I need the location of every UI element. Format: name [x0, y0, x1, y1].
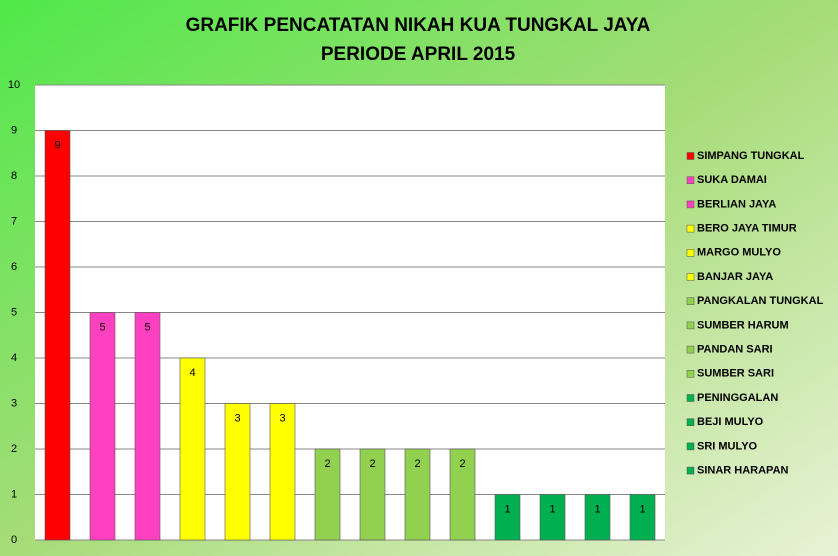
bar [449, 448, 476, 541]
data-label: 1 [549, 503, 555, 515]
data-label: 5 [144, 321, 150, 333]
legend-swatch [686, 224, 695, 233]
data-label: 2 [459, 458, 465, 470]
data-label: 2 [369, 458, 375, 470]
legend-swatch [686, 273, 695, 281]
y-tick-label: 9 [11, 124, 17, 136]
legend-label: PENINGGALAN [697, 392, 778, 404]
bar [269, 403, 296, 541]
bar [134, 312, 161, 541]
legend-swatch [686, 466, 695, 475]
data-label: 5 [99, 321, 105, 333]
bar [539, 494, 566, 541]
legend-label: SIMPANG TUNGKAL [697, 150, 805, 162]
legend-label: SUMBER HARUM [697, 319, 789, 331]
data-label: 1 [639, 503, 645, 515]
legend-label: BEJI MULYO [697, 416, 764, 428]
legend-swatch [686, 321, 695, 330]
bar [224, 403, 251, 541]
bar [359, 448, 386, 541]
legend-label: MARGO MULYO [697, 247, 781, 259]
y-tick-label: 6 [11, 261, 17, 273]
legend-swatch [686, 418, 695, 426]
legend-swatch [686, 297, 695, 305]
legend-label: BERLIAN JAYA [697, 198, 776, 210]
bar [584, 494, 611, 541]
chart-subtitle: PERIODE APRIL 2015 [321, 44, 516, 65]
y-tick-label: 5 [11, 306, 17, 318]
bar [89, 312, 116, 541]
y-tick-label: 0 [11, 534, 17, 546]
legend-label: SINAR HARAPAN [697, 465, 789, 477]
legend-swatch [686, 394, 695, 402]
bar [314, 448, 341, 541]
legend-label: SUMBER SARI [697, 368, 774, 380]
legend-swatch [686, 200, 695, 209]
bar [179, 357, 206, 541]
data-label: 2 [414, 458, 420, 470]
y-tick-label: 3 [11, 397, 17, 409]
chart-title: GRAFIK PENCATATAN NIKAH KUA TUNGKAL JAYA [186, 15, 651, 36]
y-tick-label: 10 [8, 79, 20, 91]
legend-label: BERO JAYA TIMUR [697, 223, 797, 235]
legend-label: SUKA DAMAI [697, 174, 767, 186]
legend-swatch [686, 152, 695, 160]
data-label: 3 [234, 412, 240, 424]
legend-swatch [686, 176, 695, 184]
bar [494, 494, 521, 541]
legend-label: SRI MULYO [697, 440, 758, 452]
data-label: 1 [594, 503, 600, 515]
bar [404, 448, 431, 541]
legend-label: PANDAN SARI [697, 344, 773, 356]
legend-label: PANGKALAN TUNGKAL [697, 295, 824, 307]
legend-swatch [686, 249, 695, 257]
y-tick-label: 8 [11, 170, 17, 182]
data-label: 3 [279, 412, 285, 424]
data-label: 1 [504, 503, 510, 515]
data-label: 2 [324, 458, 330, 470]
data-label: 4 [189, 367, 195, 379]
y-tick-label: 2 [11, 443, 17, 455]
bar [44, 130, 71, 541]
data-label: 9 [54, 139, 60, 151]
y-tick-label: 1 [11, 488, 17, 500]
legend-label: BANJAR JAYA [697, 271, 773, 283]
legend-swatch [686, 345, 695, 354]
bar [629, 494, 656, 541]
y-tick-label: 4 [11, 352, 17, 364]
y-tick-label: 7 [11, 215, 17, 227]
legend-swatch [686, 442, 695, 451]
legend-swatch [686, 370, 695, 378]
